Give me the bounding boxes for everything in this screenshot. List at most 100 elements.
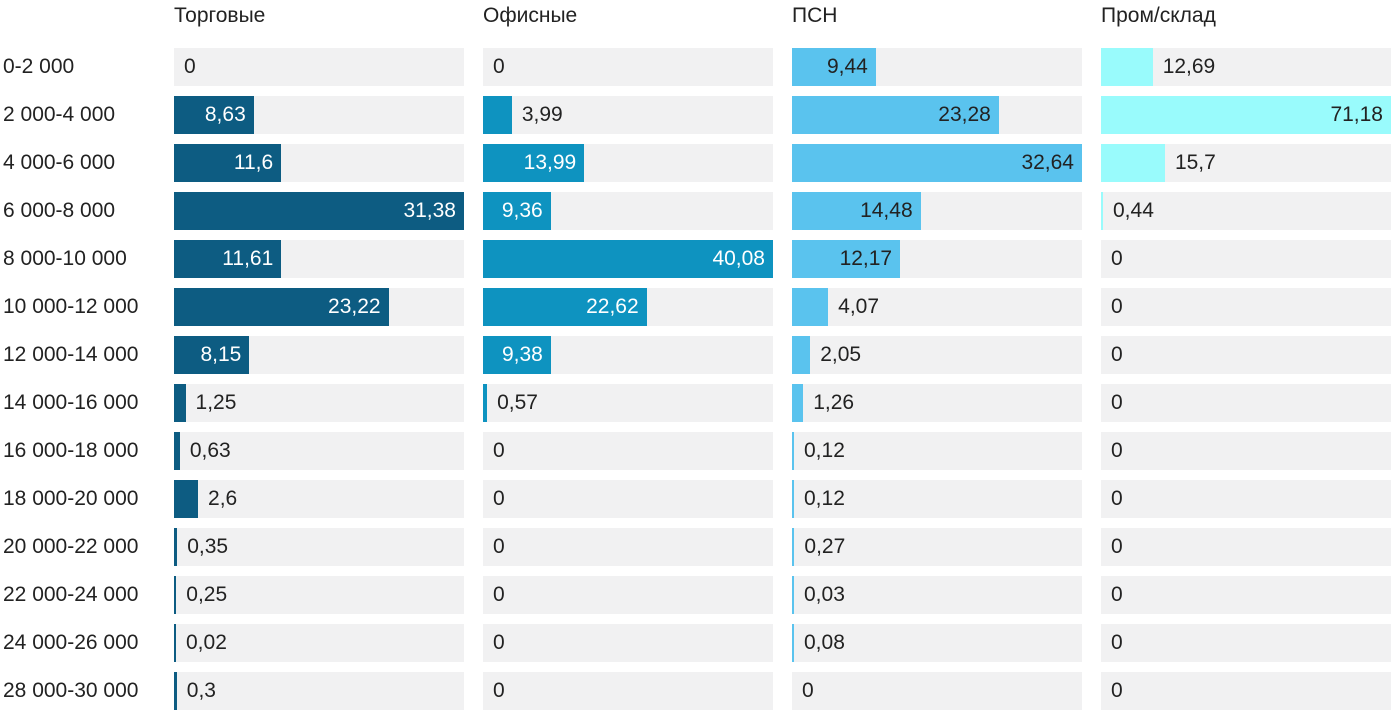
bar-track: 13,99 [483, 144, 773, 182]
bar-track: 0 [483, 624, 773, 662]
row-label: 8 000-10 000 [3, 247, 127, 270]
bar-value: 9,36 [501, 199, 543, 222]
bar-track: 23,28 [792, 96, 1082, 134]
bar[interactable] [792, 96, 999, 134]
bar-track: 0,08 [792, 624, 1082, 662]
bar-value: 8,63 [204, 103, 246, 126]
bar-value: 0 [493, 55, 505, 78]
bar-value: 0,25 [186, 583, 228, 606]
bar-value: 9,38 [501, 343, 543, 366]
bar-track: 0,02 [174, 624, 464, 662]
bar[interactable] [1101, 144, 1165, 182]
bar[interactable] [483, 336, 551, 374]
bar-value: 0 [1111, 439, 1123, 462]
bar-track: 0 [1101, 240, 1391, 278]
bar-track: 4,07 [792, 288, 1082, 326]
bar-track: 0 [1101, 480, 1391, 518]
bar-value: 23,28 [938, 103, 991, 126]
bar[interactable] [792, 336, 811, 374]
bar[interactable] [792, 528, 795, 566]
bar-value: 0,02 [186, 631, 227, 654]
bar-track: 71,18 [1101, 96, 1391, 134]
bar[interactable] [1101, 192, 1103, 230]
bar-value: 0 [1111, 391, 1123, 414]
bar[interactable] [174, 576, 177, 614]
bar[interactable] [1101, 96, 1391, 134]
row-label: 18 000-20 000 [3, 487, 139, 510]
bar-value: 0 [1111, 679, 1123, 702]
bar[interactable] [792, 480, 794, 518]
bar[interactable] [483, 96, 512, 134]
bar[interactable] [792, 144, 1082, 182]
bar[interactable] [174, 384, 186, 422]
bar-track: 0 [483, 672, 773, 710]
bar-value: 0 [1111, 535, 1123, 558]
bar[interactable] [174, 432, 180, 470]
bar-value: 0 [1111, 631, 1123, 654]
bar-track: 0 [1101, 336, 1391, 374]
bar-track: 0,25 [174, 576, 464, 614]
bar-track: 0,03 [792, 576, 1082, 614]
bar[interactable] [792, 384, 804, 422]
bar[interactable] [174, 672, 177, 710]
bar[interactable] [174, 240, 282, 278]
bar-value: 0,08 [804, 631, 845, 654]
bar-track: 0 [483, 528, 773, 566]
bar[interactable] [792, 192, 921, 230]
bar[interactable] [1101, 48, 1153, 86]
bar-track: 0 [174, 48, 464, 86]
bar-track: 0 [1101, 528, 1391, 566]
bar-value: 0 [802, 679, 814, 702]
bar-track: 22,62 [483, 288, 773, 326]
row-label: 6 000-8 000 [3, 199, 116, 222]
bar[interactable] [174, 336, 250, 374]
bar-value: 0 [1111, 247, 1123, 270]
bar[interactable] [174, 144, 282, 182]
bar-track: 0 [483, 576, 773, 614]
bar-track: 0,12 [792, 480, 1082, 518]
corner-spacer [0, 0, 155, 39]
bar-value: 31,38 [403, 199, 456, 222]
bar-track: 0,12 [792, 432, 1082, 470]
bar[interactable] [792, 432, 794, 470]
bar-value: 0 [493, 535, 505, 558]
bar-value: 3,99 [521, 103, 563, 126]
bar[interactable] [483, 192, 551, 230]
bar[interactable] [174, 528, 178, 566]
bar[interactable] [792, 48, 876, 86]
bar[interactable] [792, 624, 794, 662]
bar-track: 11,6 [174, 144, 464, 182]
bar-value: 1,25 [195, 391, 237, 414]
row-label: 0-2 000 [3, 55, 75, 78]
bar[interactable] [174, 480, 199, 518]
bar[interactable] [483, 144, 585, 182]
row-label: 22 000-24 000 [3, 583, 139, 606]
bar-value: 0 [493, 631, 505, 654]
bar-value: 12,69 [1162, 55, 1216, 78]
bar-track: 0 [1101, 288, 1391, 326]
bar-track: 32,64 [792, 144, 1082, 182]
bar-value: 0,3 [186, 679, 216, 702]
bar[interactable] [174, 96, 254, 134]
bar[interactable] [483, 384, 488, 422]
bar-value: 0,35 [187, 535, 229, 558]
bar-track: 0 [792, 672, 1082, 710]
bar[interactable] [483, 240, 773, 278]
bar-value: 8,15 [200, 343, 242, 366]
bar-value: 0 [493, 439, 505, 462]
bar[interactable] [483, 288, 647, 326]
bar[interactable] [792, 288, 829, 326]
bar-track: 0 [1101, 576, 1391, 614]
bar-track: 0,27 [792, 528, 1082, 566]
bar[interactable] [174, 624, 176, 662]
row-label: 10 000-12 000 [3, 295, 139, 318]
bar[interactable] [174, 288, 389, 326]
bar[interactable] [792, 576, 794, 614]
bar-track: 15,7 [1101, 144, 1391, 182]
bar[interactable] [174, 192, 464, 230]
column-header-psn: ПСН [792, 4, 838, 27]
bar[interactable] [792, 240, 901, 278]
row-label: 14 000-16 000 [3, 391, 139, 414]
bar-value: 0 [1111, 295, 1123, 318]
bar-track: 23,22 [174, 288, 464, 326]
